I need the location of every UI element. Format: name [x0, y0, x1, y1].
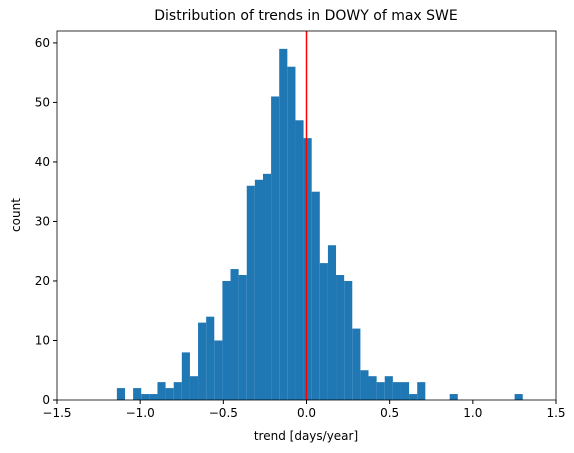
bar: [417, 382, 426, 400]
bar: [303, 138, 312, 400]
bar: [254, 179, 263, 400]
bar: [319, 263, 328, 400]
x-axis-label: trend [days/year]: [254, 429, 358, 443]
bar: [449, 394, 458, 400]
bar: [230, 269, 239, 400]
bar: [189, 376, 199, 400]
bar: [246, 185, 255, 400]
y-tick-label: 40: [35, 155, 50, 169]
bar: [376, 382, 385, 400]
bar: [344, 280, 353, 400]
y-tick-label: 30: [35, 214, 50, 228]
bar: [279, 48, 288, 401]
bar: [206, 316, 215, 400]
y-tick-label: 10: [35, 333, 50, 347]
bar: [409, 394, 418, 400]
bar: [384, 376, 393, 400]
bar: [173, 382, 182, 400]
y-tick-label: 50: [35, 95, 50, 109]
bar: [238, 275, 247, 400]
bar: [392, 382, 401, 400]
x-tick-label: −1.0: [126, 406, 155, 420]
bar: [352, 328, 361, 400]
y-tick-label: 20: [35, 274, 50, 288]
bar: [368, 376, 377, 400]
x-tick-label: 0.0: [297, 406, 316, 420]
bar: [400, 382, 410, 400]
bar: [287, 66, 296, 400]
bar: [295, 120, 304, 400]
bar: [327, 245, 337, 400]
bar: [181, 352, 190, 400]
y-axis-label: count: [9, 198, 23, 232]
bar: [141, 394, 150, 400]
bar: [149, 394, 158, 400]
bar: [165, 388, 174, 400]
bar: [336, 275, 345, 400]
bar: [514, 394, 523, 400]
bar: [198, 322, 207, 400]
x-tick-label: 0.5: [380, 406, 399, 420]
bar: [214, 340, 223, 400]
bar: [222, 280, 231, 400]
x-tick-label: 1.5: [546, 406, 565, 420]
bar: [157, 382, 166, 400]
bar: [133, 388, 142, 400]
x-tick-label: 1.0: [463, 406, 482, 420]
bar: [360, 370, 369, 400]
x-tick-label: −1.5: [42, 406, 71, 420]
x-tick-label: −0.5: [209, 406, 238, 420]
y-tick-label: 0: [42, 393, 50, 407]
chart-title: Distribution of trends in DOWY of max SW…: [154, 8, 457, 24]
bar: [116, 388, 125, 400]
bar: [271, 96, 280, 400]
y-tick-label: 60: [35, 36, 50, 50]
bar: [311, 191, 320, 400]
bar: [262, 173, 272, 400]
